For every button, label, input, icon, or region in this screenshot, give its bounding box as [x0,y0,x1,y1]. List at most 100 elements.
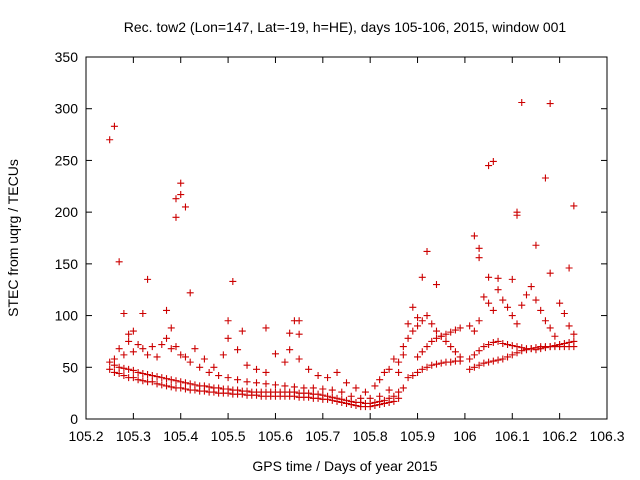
data-point [451,326,459,334]
data-point [205,368,213,376]
data-point [556,341,564,349]
data-point [456,324,464,332]
data-point [158,341,166,349]
data-point [513,208,521,216]
data-point [527,345,535,353]
data-point [560,310,568,318]
data-point [475,317,483,325]
data-point [385,386,393,394]
data-point [480,293,488,301]
data-point [153,353,161,361]
data-point [395,394,403,402]
data-point [163,375,171,383]
data-point [404,334,412,342]
data-point [423,312,431,320]
data-point [418,365,426,373]
data-point [129,366,137,374]
data-point [110,355,118,363]
data-point [546,343,554,351]
data-point [399,343,407,351]
data-point [115,363,123,371]
data-point [551,342,559,350]
data-point [409,372,417,380]
data-point [134,368,142,376]
data-point [418,317,426,325]
data-point [447,343,455,351]
data-point [253,379,261,387]
data-point [229,277,237,285]
data-point [504,341,512,349]
data-point [499,355,507,363]
data-point [153,373,161,381]
data-point [319,391,327,399]
data-point [324,374,332,382]
data-point [494,286,502,294]
y-tick-label: 250 [55,152,79,168]
data-point [243,387,251,395]
x-tick-label: 105.5 [211,428,246,444]
chart-title: Rec. tow2 (Lon=147, Lat=-19, h=HE), days… [124,19,567,35]
data-point [324,392,332,400]
data-point [110,368,118,376]
data-point [556,299,564,307]
data-point [409,327,417,335]
data-point [343,396,350,404]
data-point [485,341,493,349]
data-point [565,322,573,330]
data-point [423,363,431,371]
data-point [541,344,549,352]
data-point [281,358,289,366]
data-point [399,351,407,359]
data-point [485,162,493,170]
data-point [210,363,218,371]
data-point [120,351,128,359]
data-point [480,343,488,351]
data-point [338,395,346,403]
data-point [319,385,327,393]
data-point [295,330,303,338]
data-point [466,355,474,363]
data-point [395,358,403,366]
data-point [281,382,289,390]
data-point [343,379,350,387]
data-point [399,384,407,392]
data-point [494,356,502,364]
data-point [504,303,512,311]
data-point [110,361,118,369]
data-point [432,327,440,335]
data-point [328,386,336,394]
data-point [158,381,166,389]
data-point [120,364,128,372]
data-point [120,310,128,318]
data-point [134,341,142,349]
y-tick-label: 300 [55,101,79,117]
x-tick-label: 105.2 [68,428,103,444]
data-point [106,136,114,144]
x-tick-label: 106.3 [589,428,624,444]
data-point [163,306,171,314]
data-point [125,365,133,373]
data-point [290,383,298,391]
data-point [508,351,516,359]
data-point [432,334,440,342]
y-tick-label: 100 [55,308,79,324]
data-point [447,328,455,336]
data-point [418,348,426,356]
data-point [414,368,422,376]
data-point [106,365,114,373]
data-point [347,392,355,400]
x-tick-label: 105.8 [353,428,388,444]
data-point [390,355,398,363]
data-point [115,369,123,377]
data-point [380,368,388,376]
data-point [271,350,279,358]
data-point [125,330,133,338]
data-point [541,317,549,325]
data-point [470,327,478,335]
data-point [508,312,516,320]
data-point [262,324,270,332]
data-point [163,334,171,342]
data-point [139,377,147,385]
data-point [305,389,313,397]
data-point [508,275,516,283]
